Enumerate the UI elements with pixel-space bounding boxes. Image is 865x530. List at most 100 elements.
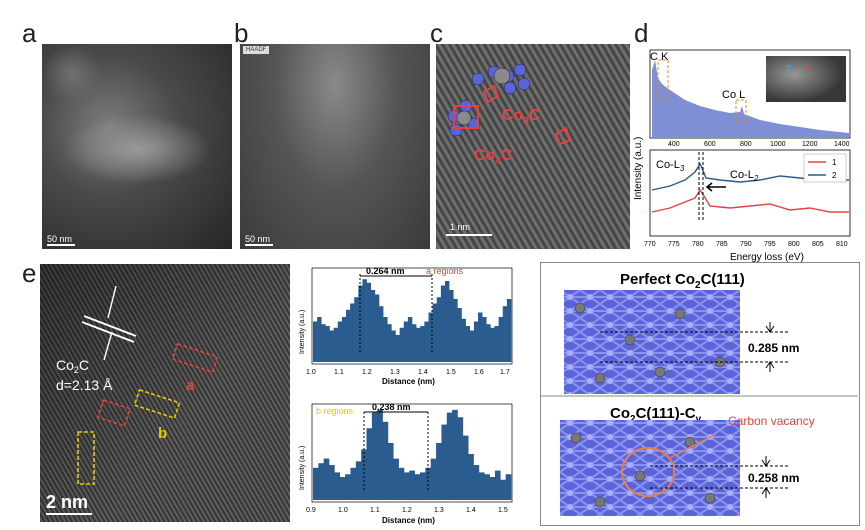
profile-bar (414, 474, 421, 500)
profile-bar (399, 327, 405, 362)
profile-bar (313, 467, 319, 500)
profile-bar (374, 294, 380, 362)
profile-bar (468, 454, 474, 500)
panel-label-e: e (22, 258, 37, 288)
panel-d-eels: C K Co L 2 1 400 600 800 1000 1200 1400 … (633, 49, 851, 263)
svg-text:1.1: 1.1 (370, 507, 380, 514)
scale-bar-c (446, 234, 492, 236)
svg-text:1.3: 1.3 (434, 507, 444, 514)
profile-bar (461, 318, 466, 362)
eels-spectrum-fill (652, 60, 849, 138)
profile-bar (420, 472, 426, 500)
svg-text:1.5: 1.5 (446, 369, 456, 376)
ck-marker (657, 59, 669, 101)
svg-text:1.7: 1.7 (500, 369, 510, 376)
profile-bar (371, 412, 378, 500)
vacancy-circle (621, 447, 675, 497)
profile-bar (500, 479, 506, 500)
scale-bar-b (245, 244, 273, 246)
svg-text:1.2: 1.2 (402, 507, 412, 514)
inset-mark-2: 2 (786, 64, 792, 75)
panel-f-structures: Perfect Co2C(111) 0.285 nm Co2C(111)-Cv … (540, 271, 858, 516)
panel-a-image: 50 nm (42, 44, 232, 249)
scale-bar-e (46, 513, 92, 515)
profile-bar (370, 290, 376, 362)
profile-bar (393, 458, 399, 500)
red-polygon-marker (554, 126, 572, 146)
profile-bar (403, 321, 409, 362)
f-top-lattice (564, 290, 740, 394)
svg-text:1.5: 1.5 (498, 507, 508, 514)
lattice-line-2 (81, 321, 135, 343)
profile-bar (436, 442, 442, 500)
panel-e-overlay: Co2C d=2.13 Å a b 2 nm (46, 285, 219, 515)
region-a-box-2 (96, 399, 132, 427)
haadf-badge: HAADF (243, 46, 270, 54)
co4c-label: Co4C (474, 147, 513, 167)
lattice-arrow-bottom-icon (103, 331, 113, 361)
col-marker (735, 99, 747, 123)
svg-text:780: 780 (692, 241, 704, 248)
eels-ylabel: Intensity (a.u.) (633, 137, 644, 200)
eels-legend (803, 153, 847, 183)
legend-2: 2 (832, 171, 837, 180)
profile-bar (387, 324, 392, 362)
profile-bar (318, 463, 324, 500)
plot-top-xticks: 1.0 1.1 1.2 1.3 1.4 1.5 1.6 1.7 (306, 369, 510, 376)
profile-bar (490, 327, 495, 362)
f-top-arrows-icon (765, 322, 775, 372)
profile-bar (440, 285, 446, 362)
svg-text:1.3: 1.3 (390, 369, 400, 376)
eels-top-xticks: 400 600 800 1000 1200 1400 (668, 141, 850, 148)
vacancy-label: Carbon vacancy (728, 414, 815, 428)
profile-bar (317, 317, 322, 362)
svg-text:1400: 1400 (834, 141, 850, 148)
profile-bar (337, 321, 343, 362)
profile-bar (473, 321, 479, 362)
profile-bar (339, 477, 346, 500)
profile-bar (377, 409, 383, 500)
profile-bar (403, 472, 410, 500)
profile-bar (358, 285, 363, 362)
f-bot-arrows-icon (761, 456, 771, 498)
region-a-label: a (186, 377, 195, 394)
col-label: Co L (722, 89, 745, 101)
profile-bar (329, 465, 335, 500)
profile-bar (391, 330, 396, 362)
svg-text:800: 800 (788, 241, 800, 248)
profile-bar (355, 461, 362, 500)
profile-bar (334, 472, 341, 500)
f-top-carbon-atoms (574, 302, 726, 384)
svg-text:770: 770 (644, 241, 656, 248)
e-co2c-label: Co2C (56, 357, 89, 375)
co3c-red-box (482, 84, 500, 104)
f-bot-carbon-atoms (570, 432, 716, 508)
profile-bar (346, 309, 351, 362)
plot-bot-bars (313, 409, 512, 500)
profile-bar (366, 428, 373, 500)
profile-bar (345, 474, 351, 500)
scale-label-b: 50 nm (245, 234, 271, 244)
profile-bar (478, 312, 483, 362)
plot-bot-ylabel: Intensity (a.u.) (299, 446, 306, 490)
eels-series-2 (651, 162, 849, 191)
profile-bar (502, 306, 508, 362)
inset-mark-1: 1 (806, 64, 812, 75)
profile-bar (325, 326, 330, 362)
plot-bot-xlabel: Distance (nm) (382, 516, 435, 525)
profile-bar (350, 303, 355, 362)
svg-text:775: 775 (668, 241, 680, 248)
plot-top-xlabel: Distance (nm) (382, 377, 435, 386)
profile-bar (432, 303, 438, 362)
profile-bar (457, 308, 462, 362)
plot-top-region: a regions (426, 266, 464, 276)
panel-c-overlay: Co3C Co4C 1 nm (446, 63, 572, 236)
panel-label-c: c (430, 18, 443, 48)
region-b-label: b (158, 425, 167, 442)
profile-bar (498, 317, 504, 362)
svg-text:600: 600 (704, 141, 716, 148)
legend-1: 1 (832, 158, 837, 167)
profile-bar (473, 465, 480, 500)
profile-bar (505, 474, 512, 500)
